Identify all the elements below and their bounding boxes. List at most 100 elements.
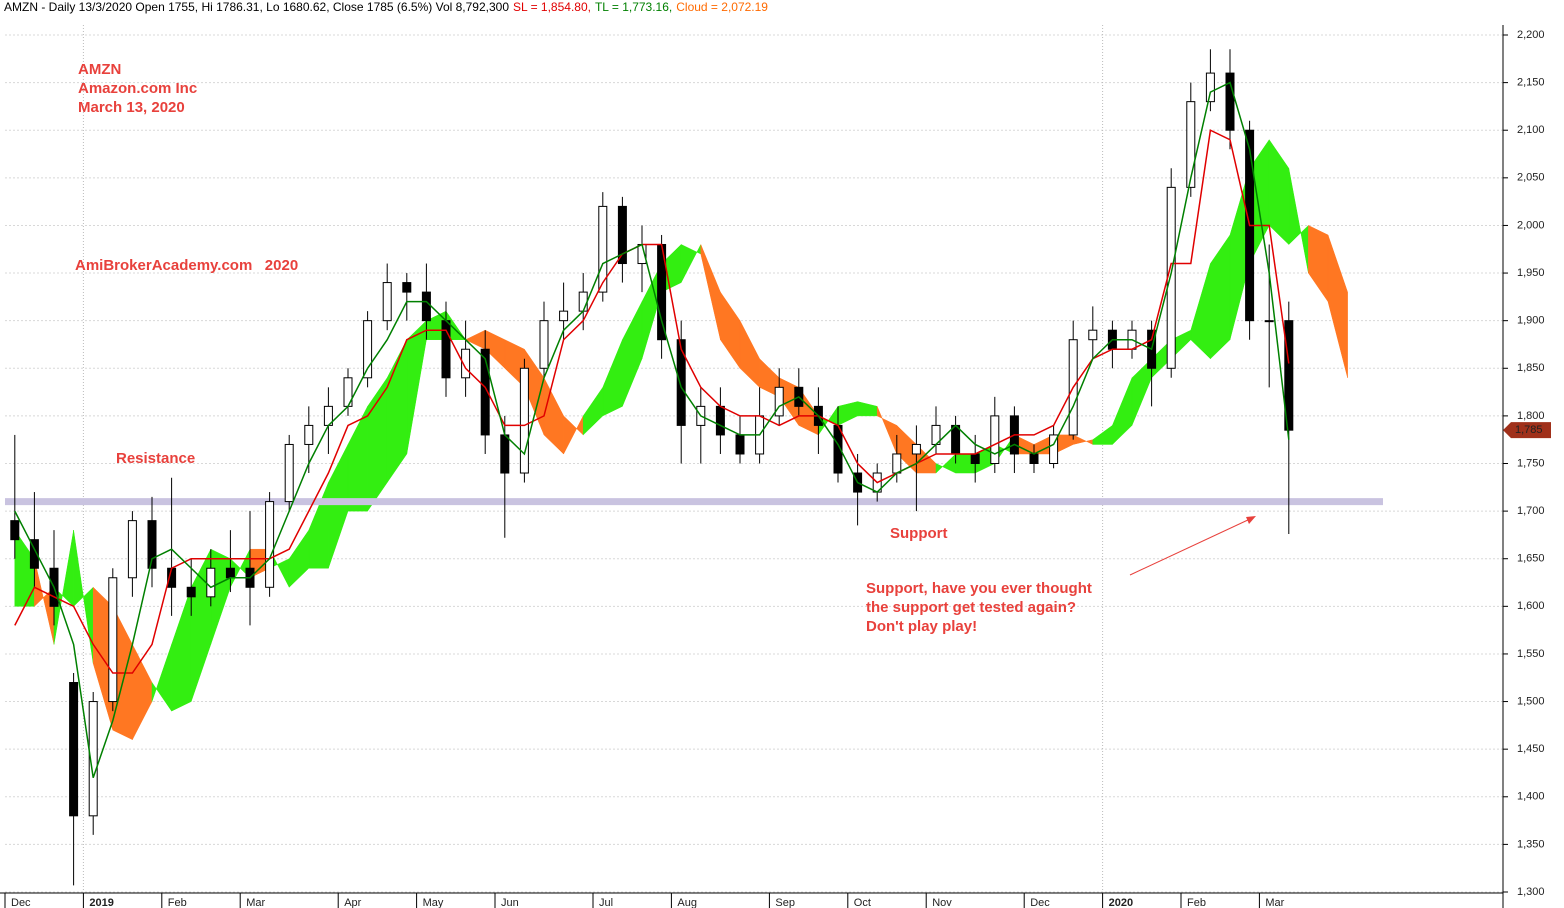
y-tick-label: 1,550 xyxy=(1517,648,1545,660)
sl-line xyxy=(14,129,1290,674)
header-part: Cloud = 2,072.19 xyxy=(676,0,768,14)
annotation: Don't play play! xyxy=(866,618,977,635)
plot-area: 1,300 1,350 1,400 1,450 1,500 1,550 1,600 1,650… xyxy=(0,25,1551,908)
x-tick-label: Oct xyxy=(854,897,871,908)
x-tick-label: May xyxy=(423,897,444,908)
candle-body xyxy=(559,310,569,322)
x-tick-label: Aug xyxy=(677,897,697,908)
x-tick-label: Nov xyxy=(932,897,952,908)
candle-body xyxy=(29,539,39,569)
tl-line xyxy=(14,81,1290,778)
candle-body xyxy=(519,367,529,474)
y-tick-label: 2,150 xyxy=(1517,77,1545,89)
candle-body xyxy=(1284,320,1294,431)
candle-body xyxy=(1049,434,1059,464)
annotation: AMZN xyxy=(78,61,121,78)
y-tick-label: 1,400 xyxy=(1517,791,1545,803)
candle-body xyxy=(1264,320,1274,323)
candle-body xyxy=(265,501,275,588)
cloud-segment xyxy=(1327,234,1348,378)
annotation: Support, have you ever thought xyxy=(866,580,1092,597)
candle-body xyxy=(284,443,294,503)
candle-body xyxy=(108,577,118,703)
annotation: Support xyxy=(890,525,948,542)
candle-body xyxy=(500,434,510,474)
candle-body xyxy=(539,320,549,369)
candle-body xyxy=(304,424,314,445)
candle-body xyxy=(990,415,1000,464)
candle-body xyxy=(461,348,471,379)
x-tick-label: Mar xyxy=(246,897,265,908)
header: AMZN - Daily 13/3/2020 Open 1755, Hi 178… xyxy=(4,0,768,14)
candle-body xyxy=(88,701,98,817)
y-tick-label: 1,450 xyxy=(1517,743,1545,755)
x-tick-label: Feb xyxy=(1187,897,1206,908)
y-tick-label: 1,700 xyxy=(1517,505,1545,517)
y-tick-label: 2,000 xyxy=(1517,219,1545,231)
y-tick-label: 1,900 xyxy=(1517,315,1545,327)
candle-body xyxy=(1205,72,1215,103)
x-tick-label: Sep xyxy=(775,897,795,908)
y-tick-label: 1,350 xyxy=(1517,838,1545,850)
candle-body xyxy=(441,320,451,379)
candle-body xyxy=(363,320,373,379)
candle-body xyxy=(402,282,412,293)
candle-body xyxy=(186,586,196,598)
candle-body xyxy=(10,520,20,541)
candle-body xyxy=(951,424,961,455)
y-tick-label: 1,600 xyxy=(1517,600,1545,612)
x-tick-label: 2020 xyxy=(1109,897,1133,908)
y-tick-label: 1,650 xyxy=(1517,553,1545,565)
header-part: TL = 1,773.16, xyxy=(595,0,672,14)
candle-body xyxy=(911,443,921,455)
annotation: March 13, 2020 xyxy=(78,99,185,116)
candle-body xyxy=(735,434,745,455)
candle-body xyxy=(69,682,79,817)
candle-body xyxy=(598,205,608,293)
candle-body xyxy=(1166,186,1176,369)
y-tick-label: 2,100 xyxy=(1517,124,1545,136)
y-tick-label: 1,800 xyxy=(1517,410,1545,422)
candle-body xyxy=(480,348,490,436)
candle-body xyxy=(421,291,431,322)
candle-body xyxy=(382,282,392,322)
last-price-label: 1,785 xyxy=(1515,424,1543,436)
x-tick-label: Jun xyxy=(501,897,519,908)
x-tick-label: Dec xyxy=(11,897,31,908)
candle-body xyxy=(715,405,725,436)
candle-body xyxy=(1029,453,1039,465)
candle-body xyxy=(1186,101,1196,188)
candle-body xyxy=(774,386,784,417)
arrow-head xyxy=(1246,516,1256,524)
x-tick-label: 2019 xyxy=(89,897,113,908)
candle-body xyxy=(1088,329,1098,341)
y-tick-label: 1,850 xyxy=(1517,362,1545,374)
x-tick-label: Jul xyxy=(599,897,613,908)
annotation: Amazon.com Inc xyxy=(78,80,197,97)
candle-body xyxy=(617,205,627,265)
x-tick-label: Dec xyxy=(1030,897,1050,908)
y-tick-label: 2,050 xyxy=(1517,172,1545,184)
x-tick-label: Apr xyxy=(344,897,361,908)
annotation: the support get tested again? xyxy=(866,599,1076,616)
candle-body xyxy=(147,520,157,569)
arrow xyxy=(1129,518,1251,576)
candle-body xyxy=(676,339,686,426)
annotation: Resistance xyxy=(116,450,195,467)
header-part: AMZN - Daily 13/3/2020 Open 1755, Hi 178… xyxy=(4,0,509,14)
candle-body xyxy=(578,291,588,312)
y-tick-label: 1,950 xyxy=(1517,267,1545,279)
annotation: AmiBrokerAcademy.com 2020 xyxy=(75,257,298,274)
candle-body xyxy=(892,453,902,474)
candle-body xyxy=(1225,72,1235,131)
header-part: SL = 1,854.80, xyxy=(513,0,591,14)
candle-body xyxy=(225,567,235,579)
x-tick-label: Mar xyxy=(1265,897,1284,908)
y-tick-label: 1,750 xyxy=(1517,457,1545,469)
y-tick-label: 2,200 xyxy=(1517,29,1545,41)
y-tick-label: 1,300 xyxy=(1517,886,1545,898)
candle-body xyxy=(970,453,980,465)
candle-body xyxy=(127,520,137,579)
